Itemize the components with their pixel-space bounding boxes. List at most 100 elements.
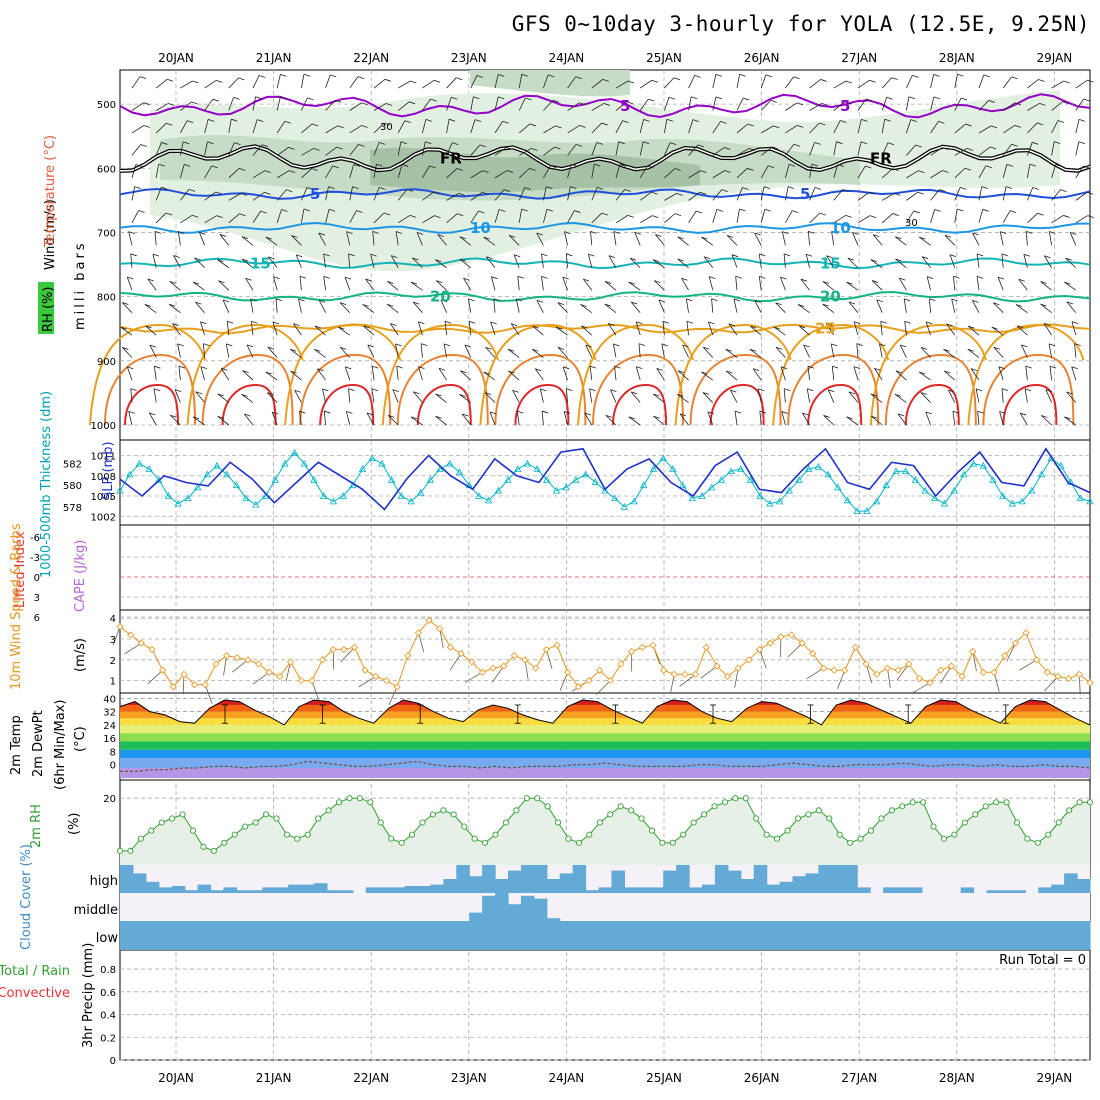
thickness-point (174, 499, 182, 507)
wind-barb (634, 232, 641, 246)
cloud-bar (857, 887, 871, 893)
wind-barb-flag (434, 215, 441, 219)
wind-barb (993, 346, 1004, 358)
wind-barb (1002, 76, 1012, 89)
temp-tick-label: 40 (103, 694, 116, 705)
wind-barb-flag (289, 170, 296, 173)
wind-barb-flag (1087, 191, 1094, 195)
wind-barb-flag (195, 391, 202, 395)
cloud-bar (314, 921, 328, 950)
wind-barb-flag (344, 276, 352, 280)
wind-barb (946, 323, 956, 336)
wind-barb-flag (314, 348, 321, 352)
wind-speed-point (1033, 656, 1041, 664)
wind-barb (662, 321, 665, 336)
wind-barb-flag (1001, 388, 1009, 391)
wind-barb (339, 347, 351, 358)
wind-barb-flag (490, 321, 497, 325)
thickness-point (1057, 461, 1065, 469)
wind-barb (591, 164, 595, 178)
precip-tick-label: 0.4 (100, 1011, 116, 1022)
wind-barb (711, 298, 714, 313)
surface-wind-barb (252, 671, 270, 685)
wind-barb (898, 277, 907, 291)
wind-barb-flag (749, 348, 757, 352)
rh-point (398, 839, 405, 846)
wind-barb (180, 141, 184, 156)
date-label-bottom: 25JAN (646, 1071, 682, 1085)
wind-barb-flag (483, 236, 490, 240)
wind-barb (749, 348, 762, 358)
wind-barb (701, 236, 714, 246)
wind-speed-point (286, 658, 295, 666)
wind-barb (655, 234, 665, 246)
cloud-bar (495, 921, 509, 950)
wind-barb (195, 391, 205, 403)
wind-barb-flag (506, 170, 514, 173)
wind-barb-flag (557, 302, 564, 306)
wind-speed-point (681, 670, 689, 678)
wind-barb-flag (629, 257, 637, 261)
cloud-bar (404, 921, 419, 950)
wind-barb-flag (944, 370, 951, 374)
date-label-bottom: 20JAN (158, 1071, 194, 1085)
wind-speed-point (212, 660, 220, 668)
surface-wind-barb (388, 686, 398, 706)
cloud-bar (792, 876, 807, 893)
thickness-point (232, 481, 241, 489)
wind-barb-flag (541, 253, 548, 257)
wind-barb-flag (837, 164, 844, 167)
cloud-bar (184, 890, 199, 893)
wind-barb (301, 74, 305, 89)
wind-barb (874, 368, 883, 381)
thickness-point (1086, 497, 1094, 505)
wind-barb-flag (596, 141, 603, 145)
wind-barb (557, 347, 568, 358)
wind-barb-flag (165, 212, 173, 216)
rh-point (210, 847, 217, 854)
wind-barb-flag (952, 410, 960, 414)
wind-barb-flag (960, 97, 968, 101)
wind-barb-flag (754, 232, 761, 236)
cloud-bar (210, 890, 225, 893)
wind-barb-flag (460, 370, 467, 374)
slp-tick-label: 1011 (91, 452, 116, 463)
wind-barb-flag (852, 232, 859, 235)
wind-barb (154, 366, 157, 381)
wind-barb-flag (768, 165, 775, 169)
rh-point (231, 831, 238, 838)
wind-barb (604, 281, 617, 291)
rh-point (763, 831, 770, 838)
wind-barb-flag (652, 215, 659, 219)
wind-barb (1044, 255, 1052, 268)
wind-barb (344, 276, 351, 291)
thickness-point (911, 475, 920, 483)
wind-barb (204, 98, 214, 111)
wind-barb-flag (865, 98, 873, 102)
wind-barb (483, 371, 496, 381)
cloud-bar (132, 873, 147, 893)
wind-barb-flag (747, 167, 754, 171)
wind-barb (1015, 304, 1028, 314)
wind-barb (460, 370, 472, 381)
wind-barb (276, 189, 287, 201)
wind-barb-flag (288, 146, 295, 150)
surface-wind-barb (595, 680, 611, 696)
wind-barb-flag (666, 118, 674, 122)
wind-barb-flag (1009, 210, 1017, 214)
cloud-bar (417, 886, 431, 893)
wind-barb-flag (464, 344, 471, 348)
wind-barb-flag (547, 74, 555, 78)
cloud-bar (378, 921, 393, 950)
wind-barb (781, 411, 786, 426)
cloud-bar (352, 921, 367, 950)
wind-barb-flag (677, 393, 684, 397)
wind-barb (180, 80, 193, 89)
wind-barb-flag (550, 165, 557, 169)
wind-barb (516, 411, 520, 426)
wind-barb-flag (250, 298, 257, 302)
wind-barb (954, 97, 962, 111)
wind-barb (149, 344, 157, 358)
wind-barb (918, 371, 931, 381)
rh-point (273, 815, 280, 822)
